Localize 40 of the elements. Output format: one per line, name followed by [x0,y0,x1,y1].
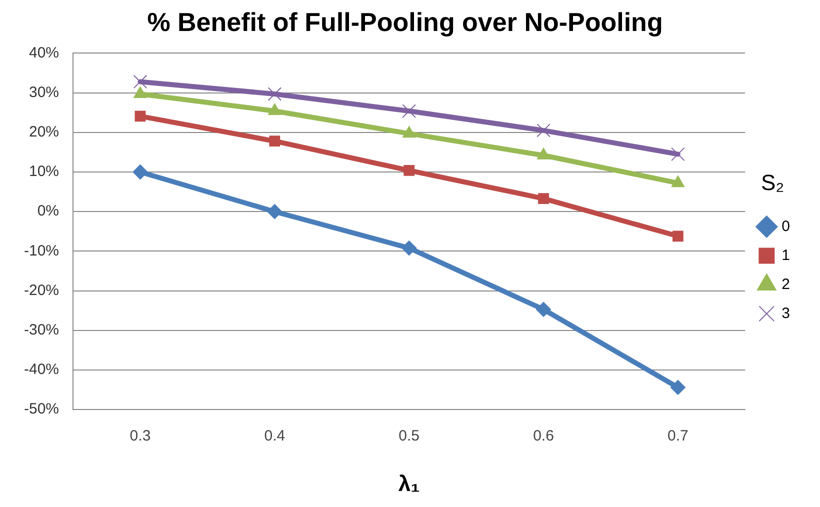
point [402,126,416,138]
point [133,74,148,89]
point [268,104,282,116]
x-tick-label: 0.7 [668,428,688,445]
y-tick-label: 40% [28,44,60,62]
point [268,87,282,101]
x-axis-title: λ₁ [398,470,420,496]
point [132,164,148,180]
y-tick-label: -20% [24,282,60,299]
x-tick-label: 0.3 [130,428,151,445]
y-tick-label: 30% [28,84,60,101]
point [670,380,686,395]
legend-label: 0 [782,218,790,235]
y-tick-label: -10% [24,242,60,260]
x-tick-label: 0.5 [398,428,420,445]
y-tick-label: -50% [24,400,60,418]
chart-title: % Benefit of Full-Pooling over No-Pooling [147,6,663,37]
point [672,230,684,242]
point [134,110,146,122]
legend-label: 1 [782,246,790,264]
point [402,104,416,118]
point [671,176,685,188]
point [538,193,549,204]
point [536,124,550,138]
legend-label: 3 [782,304,790,322]
y-tick-label: 20% [28,124,60,141]
point [671,147,685,162]
point [404,164,415,176]
x-tick-label: 0.6 [533,428,554,445]
point [269,136,280,147]
y-tick-label: -30% [24,322,60,339]
y-tick-label: 10% [28,163,60,180]
x-tick-label: 0.4 [264,428,286,445]
point [402,240,417,256]
y-tick-label: -40% [24,361,60,378]
point [267,204,282,220]
y-tick-label: 0% [37,202,60,220]
point [536,302,552,317]
legend-title: S₂ [760,170,784,195]
legend-label: 2 [782,276,790,293]
